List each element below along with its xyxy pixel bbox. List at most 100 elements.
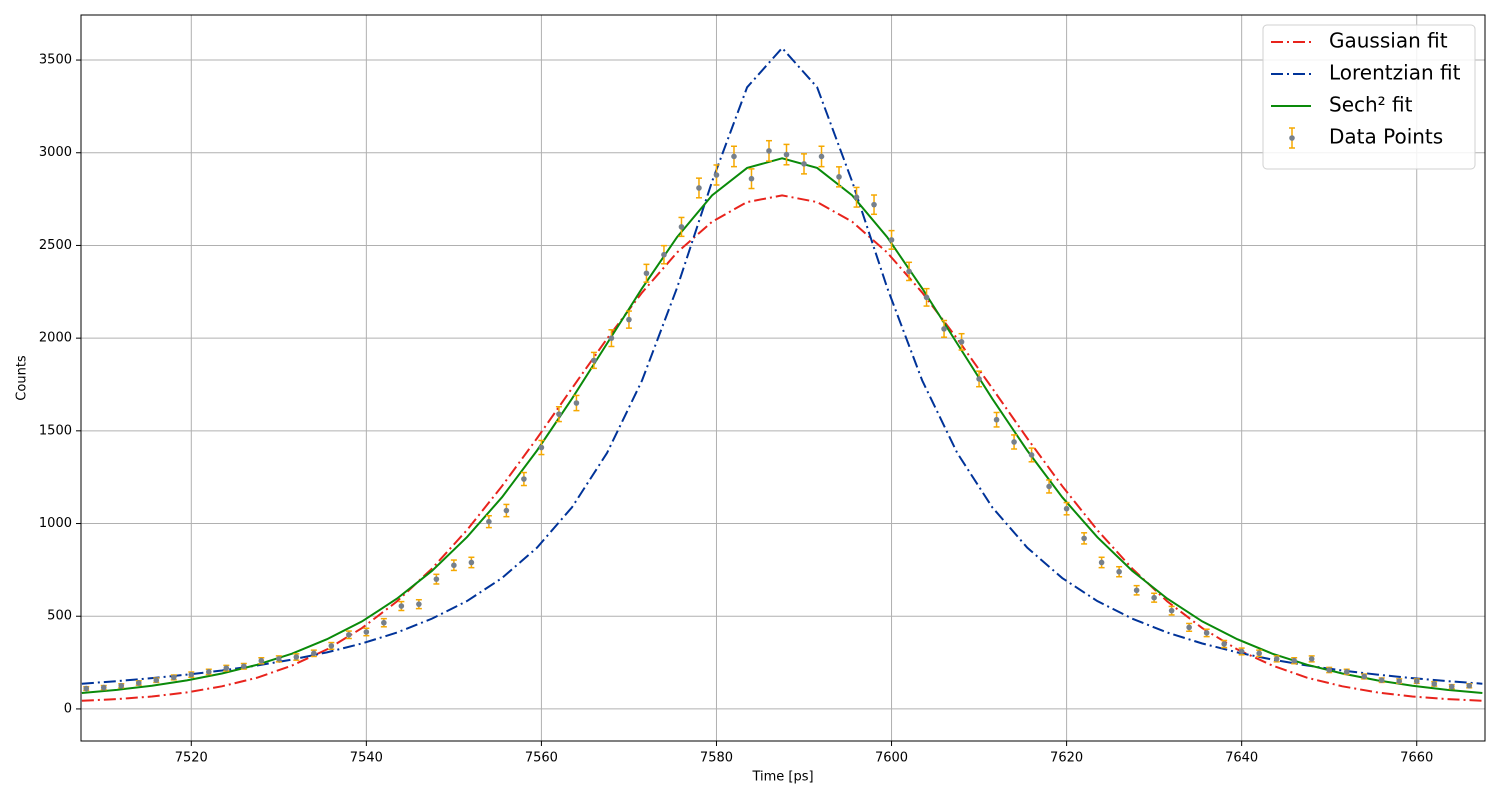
fit-line	[81, 194, 1483, 702]
data-point	[608, 335, 615, 341]
plot-area	[81, 46, 1483, 702]
y-tick-label: 2500	[39, 238, 72, 253]
legend-swatch	[1289, 135, 1295, 141]
data-point	[1221, 641, 1227, 647]
legend: Gaussian fit Lorentzian fit Sech² fit Data …	[1262, 24, 1476, 170]
y-axis-label: Counts	[15, 355, 30, 401]
y-tick-label: 0	[64, 701, 72, 716]
data-point	[1011, 439, 1017, 445]
data-point	[293, 654, 300, 660]
data-point	[1151, 594, 1157, 601]
data-point	[118, 682, 125, 689]
data-point	[591, 357, 597, 364]
data-point	[643, 270, 650, 277]
data-point	[626, 316, 632, 323]
data-point	[223, 665, 230, 671]
data-point	[135, 680, 142, 686]
data-point	[696, 185, 702, 191]
data-point	[1046, 483, 1052, 490]
legend-box	[1262, 24, 1476, 170]
x-tick-label: 7640	[1225, 751, 1258, 766]
data-point	[1326, 667, 1332, 673]
y-tick-label: 1500	[39, 423, 72, 438]
data-point	[1133, 587, 1140, 594]
legend-label: Sech² fit	[1329, 93, 1413, 117]
data-point	[363, 629, 370, 635]
data-point	[1308, 656, 1315, 662]
data-point	[381, 619, 387, 626]
data-point	[748, 175, 755, 182]
data-point	[1256, 650, 1262, 657]
data-point	[661, 251, 667, 258]
x-tick-label: 7540	[350, 751, 383, 766]
data-point	[678, 224, 685, 230]
data-point	[346, 631, 352, 638]
data-point	[556, 411, 562, 417]
data-point	[1448, 683, 1455, 690]
x-tick-label: 7560	[525, 751, 558, 766]
data-point	[311, 650, 317, 657]
data-point	[1396, 678, 1403, 684]
data-point	[241, 663, 247, 670]
x-axis-label: Time [ps]	[751, 770, 813, 785]
data-point	[1168, 607, 1175, 614]
data-point	[941, 326, 947, 332]
data-point	[731, 153, 737, 160]
y-tick-label: 3500	[39, 53, 72, 68]
x-tick-label: 7660	[1400, 751, 1433, 766]
data-point	[1186, 624, 1192, 631]
x-tick-label: 7580	[700, 751, 733, 766]
legend-label: Lorentzian fit	[1329, 61, 1461, 85]
data-point	[100, 684, 107, 691]
data-point	[486, 518, 492, 525]
x-tick-label: 7520	[175, 751, 208, 766]
data-point	[573, 400, 580, 406]
data-point	[766, 148, 772, 154]
data-point	[923, 294, 930, 301]
data-point	[328, 643, 335, 649]
legend-label: Data Points	[1329, 125, 1443, 149]
data-point	[906, 268, 912, 275]
data-point	[1063, 505, 1070, 512]
data-point	[83, 685, 90, 692]
data-point	[713, 172, 720, 178]
data-point	[1203, 630, 1210, 636]
y-tick-label: 3000	[39, 145, 72, 160]
data-point	[1466, 682, 1473, 689]
legend-label: Gaussian fit	[1329, 29, 1448, 53]
data-point	[1431, 681, 1438, 687]
data-point	[871, 201, 877, 208]
data-point	[276, 656, 282, 662]
data-point	[468, 559, 475, 566]
data-point	[153, 677, 160, 683]
data-point	[170, 674, 177, 681]
data-point	[538, 444, 545, 451]
data-point	[188, 671, 195, 678]
data-point	[836, 174, 842, 180]
data-point	[818, 153, 825, 160]
data-point	[1081, 535, 1087, 542]
data-point	[398, 603, 405, 609]
data-point	[1361, 673, 1368, 680]
data-point	[801, 161, 807, 167]
data-point	[433, 576, 440, 582]
axes-frame	[80, 14, 1486, 742]
y-tick-label: 500	[47, 609, 72, 624]
data-point	[976, 376, 982, 382]
ticks: 7520 7540 7560 7580 7600 7620 7640 7660 0 500 1000…	[39, 53, 1433, 766]
data-point	[416, 601, 422, 607]
y-tick-label: 2000	[39, 331, 72, 346]
data-point	[853, 194, 860, 201]
data-point	[1098, 559, 1105, 566]
data-point	[1028, 452, 1035, 458]
data-point	[451, 562, 457, 569]
data-point	[1378, 677, 1385, 683]
data-point	[258, 657, 265, 664]
data-point	[1238, 648, 1245, 655]
data-point	[888, 237, 895, 243]
data-point	[503, 507, 510, 514]
data-point	[1343, 669, 1350, 675]
x-tick-label: 7620	[1050, 751, 1083, 766]
